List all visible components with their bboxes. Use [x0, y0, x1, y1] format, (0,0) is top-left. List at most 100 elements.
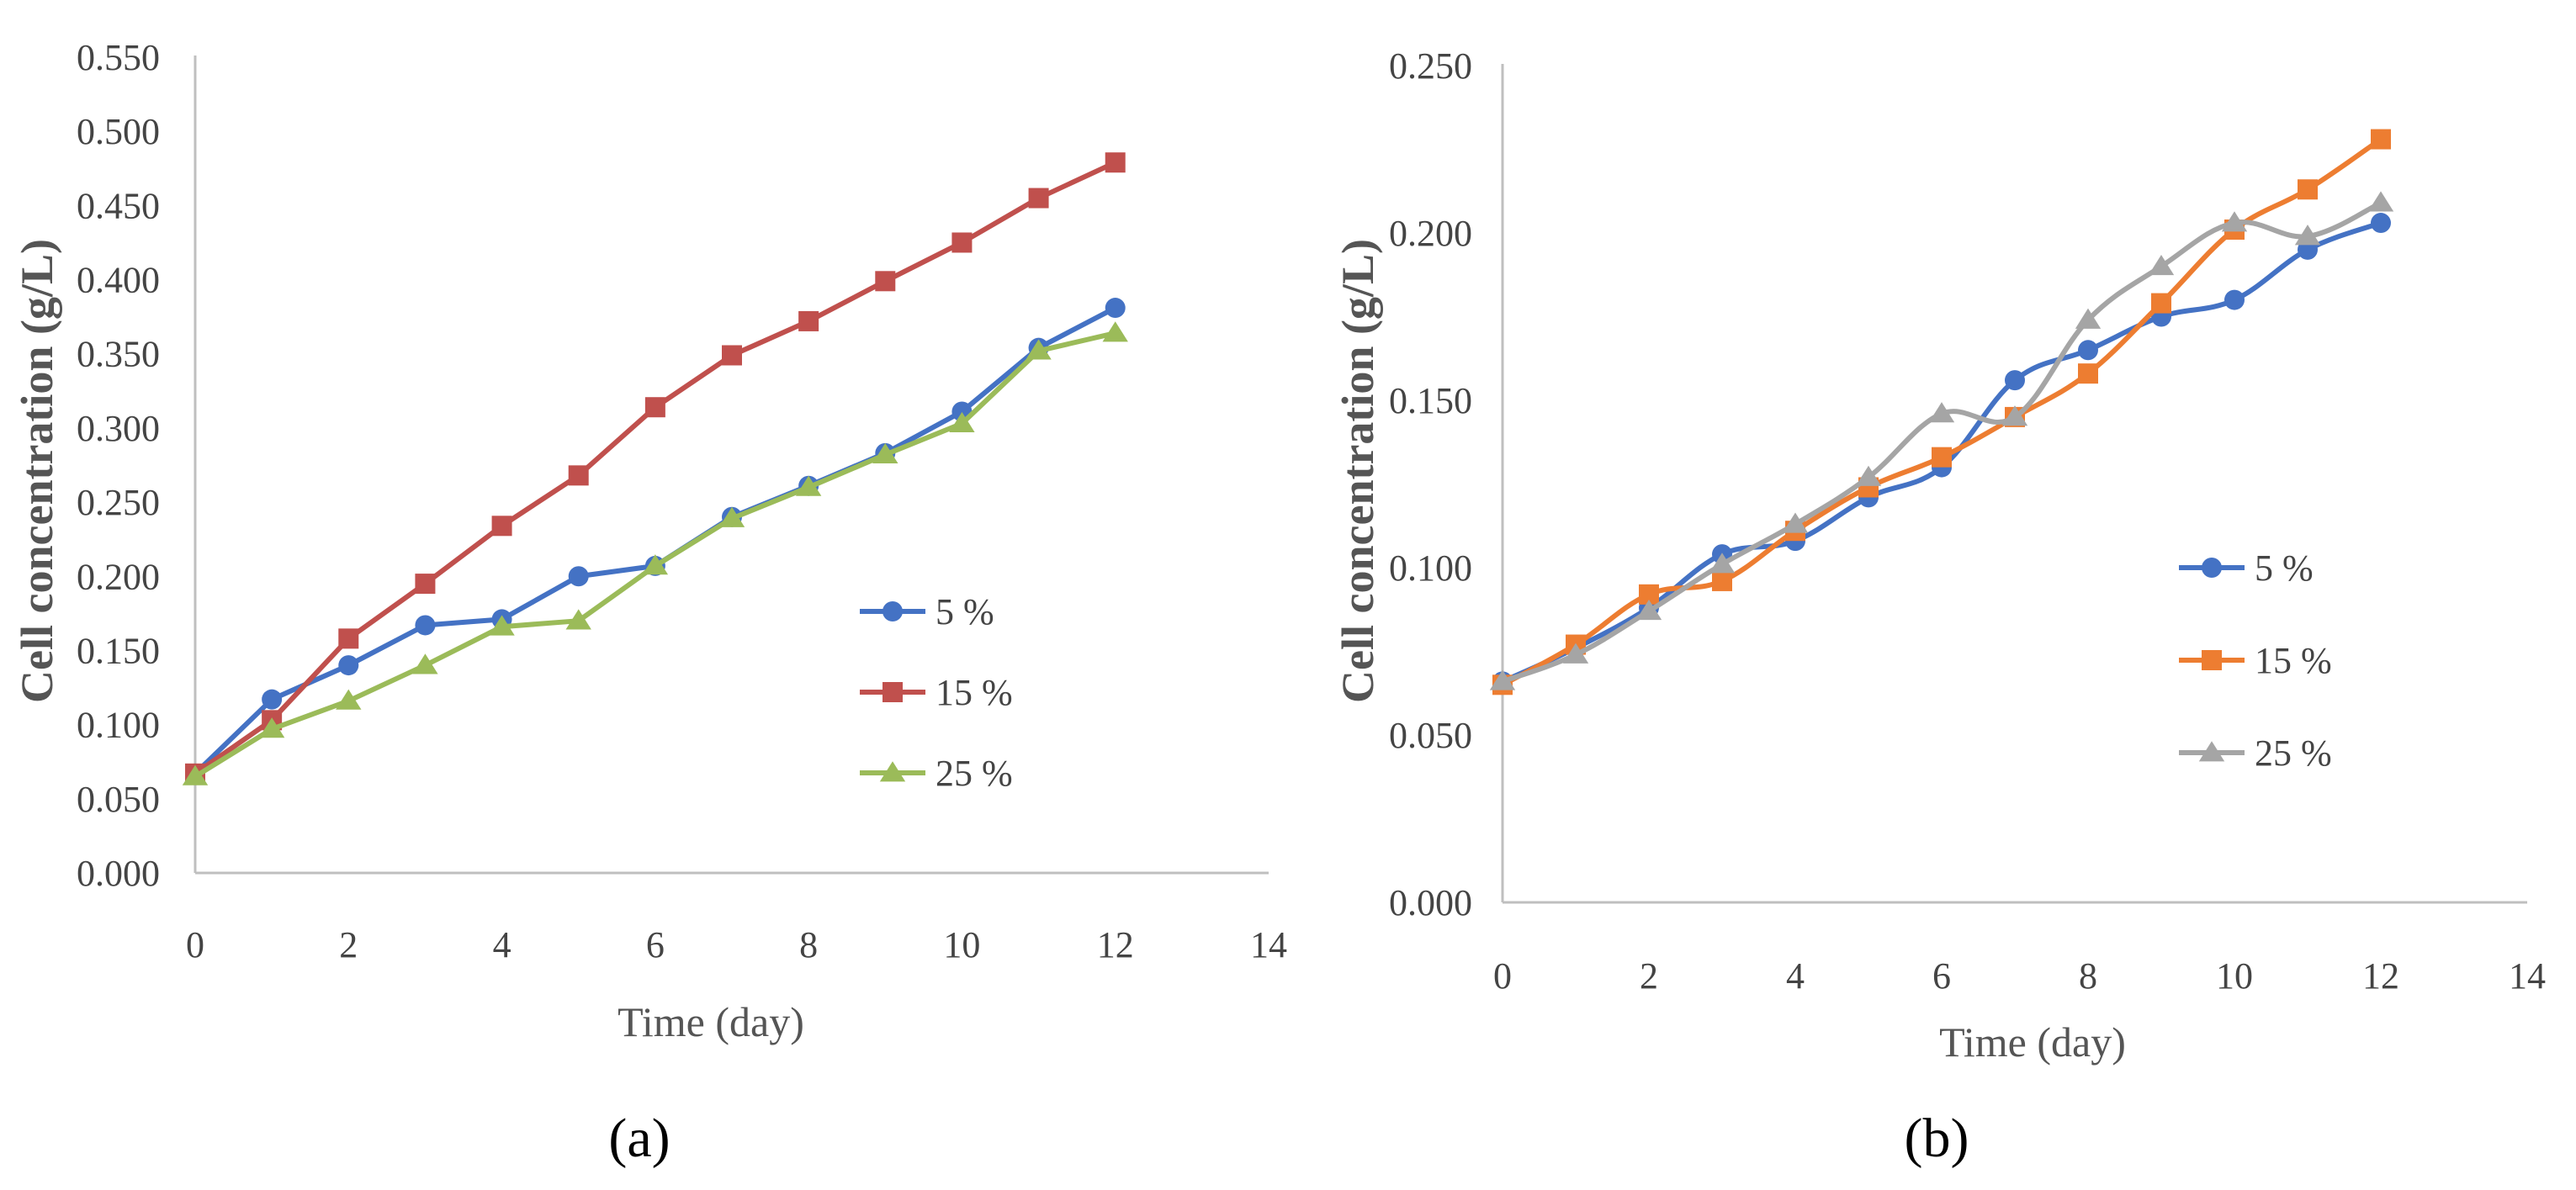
- chart-b-x-axis-title: Time (day): [1939, 1018, 2126, 1066]
- chart-b-data-point: [1562, 643, 1589, 664]
- chart-b-data-point: [2221, 211, 2248, 232]
- chart-a-legend-item: 15 %: [860, 672, 1013, 713]
- chart-a-y-tick-label: 0.400: [77, 260, 160, 301]
- chart-a-data-point: [1102, 321, 1128, 342]
- chart-a-x-tick-label: 12: [1097, 924, 1134, 965]
- chart-a-x-tick-label: 2: [339, 924, 358, 965]
- chart-a-y-tick-label: 0.000: [77, 853, 160, 894]
- chart-b-data-point: [2298, 179, 2318, 200]
- chart-b-legend-marker: [2202, 558, 2222, 578]
- chart-b-x-tick-label: 14: [2509, 955, 2546, 997]
- chart-b-x-tick-label: 2: [1640, 955, 1658, 997]
- chart-b-data-point: [2078, 363, 2098, 384]
- chart-a: Cell concentration (g/L) Time (day) (a) …: [12, 37, 1287, 1169]
- chart-a-data-point: [491, 516, 512, 537]
- chart-a-data-point: [949, 411, 975, 432]
- chart-a-data-point: [644, 397, 665, 418]
- chart-a-y-axis-title: Cell concentration (g/L): [12, 239, 62, 703]
- chart-b-data-point: [1635, 599, 1662, 621]
- chart-b-data-point: [2078, 340, 2098, 361]
- chart-b-y-tick-label: 0.050: [1389, 715, 1472, 756]
- chart-a-data-point: [415, 574, 436, 595]
- chart-b-data-point: [2148, 255, 2175, 276]
- chart-a-series-2: [182, 321, 1128, 785]
- chart-b-data-point: [2075, 308, 2102, 329]
- chart-a-x-tick-label: 14: [1250, 924, 1287, 965]
- chart-a-data-point: [718, 506, 745, 527]
- chart-b-y-tick-label: 0.150: [1389, 380, 1472, 421]
- chart-b-panel-label: (b): [1905, 1108, 1969, 1169]
- chart-a-data-point: [795, 475, 822, 496]
- chart-a-data-point: [1105, 152, 1126, 173]
- chart-b-y-tick-label: 0.250: [1389, 45, 1472, 87]
- chart-a-legend-label: 25 %: [936, 753, 1013, 794]
- chart-a-data-point: [1105, 298, 1126, 319]
- chart-a-data-point: [412, 653, 438, 674]
- chart-a-data-point: [336, 689, 362, 710]
- chart-b-data-point: [2005, 370, 2025, 391]
- chart-b-x-tick-label: 10: [2216, 955, 2253, 997]
- chart-a-legend-marker: [879, 761, 906, 782]
- chart-a-legend-label: 5 %: [936, 591, 994, 632]
- chart-a-data-point: [722, 345, 742, 366]
- chart-a-data-point: [872, 442, 898, 464]
- chart-a-data-point: [798, 310, 819, 331]
- chart-a-y-tick-label: 0.250: [77, 482, 160, 523]
- chart-b-data-point: [2371, 213, 2391, 234]
- chart-a-panel-label: (a): [608, 1108, 670, 1169]
- chart-b-data-point: [1855, 465, 1882, 486]
- chart-b-legend-item: 15 %: [2179, 640, 2332, 681]
- chart-a-data-point: [951, 232, 973, 253]
- chart-a-x-tick-label: 8: [799, 924, 818, 965]
- chart-b: Cell concentration (g/L) Time (day) (b) …: [1333, 45, 2546, 1169]
- chart-b-legend-label: 5 %: [2255, 547, 2314, 589]
- chart-b-series-2: [1489, 191, 2394, 690]
- chart-a-y-tick-label: 0.550: [77, 37, 160, 78]
- chart-b-series-line: [1501, 200, 2383, 685]
- chart-b-data-point: [1782, 512, 1809, 533]
- chart-b-data-point: [2371, 129, 2391, 150]
- chart-a-data-point: [182, 764, 209, 785]
- chart-b-x-tick-label: 4: [1786, 955, 1805, 997]
- chart-a-legend-marker: [883, 682, 903, 702]
- chart-a-y-tick-label: 0.050: [77, 779, 160, 820]
- chart-a-data-point: [1026, 339, 1052, 360]
- chart-a-data-point: [642, 554, 669, 575]
- chart-b-legend-label: 15 %: [2255, 640, 2332, 681]
- chart-b-legend-label: 25 %: [2255, 733, 2332, 774]
- chart-a-x-tick-label: 10: [943, 924, 980, 965]
- chart-b-y-tick-label: 0.000: [1389, 882, 1472, 923]
- chart-a-y-tick-label: 0.100: [77, 705, 160, 746]
- chart-b-data-point: [2294, 225, 2321, 246]
- chart-a-data-point: [262, 689, 283, 710]
- chart-a-x-tick-label: 0: [186, 924, 204, 965]
- chart-b-data-point: [2367, 191, 2394, 212]
- chart-b-legend-item: 5 %: [2179, 547, 2314, 589]
- chart-b-x-tick-label: 6: [1932, 955, 1951, 997]
- chart-b-y-tick-label: 0.200: [1389, 213, 1472, 254]
- chart-b-y-tick-label: 0.100: [1389, 547, 1472, 589]
- chart-b-legend-marker: [2202, 650, 2222, 670]
- chart-a-data-point: [258, 717, 285, 738]
- chart-b-y-axis-title: Cell concentration (g/L): [1333, 239, 1383, 703]
- chart-b-legend-item: 25 %: [2179, 733, 2332, 774]
- chart-a-legend-item: 25 %: [860, 753, 1013, 794]
- chart-b-data-point: [1489, 669, 1516, 690]
- chart-a-data-point: [875, 271, 896, 292]
- chart-a-data-point: [415, 615, 436, 636]
- chart-a-legend-marker: [883, 601, 903, 621]
- chart-b-data-point: [2224, 289, 2245, 310]
- chart-a-y-tick-label: 0.450: [77, 185, 160, 226]
- chart-a-data-point: [568, 465, 589, 486]
- chart-a-y-tick-label: 0.500: [77, 111, 160, 152]
- chart-a-x-tick-label: 6: [646, 924, 665, 965]
- chart-a-y-tick-label: 0.150: [77, 630, 160, 671]
- chart-a-y-tick-label: 0.200: [77, 556, 160, 597]
- chart-a-y-tick-label: 0.300: [77, 408, 160, 449]
- chart-b-x-tick-label: 8: [2079, 955, 2097, 997]
- chart-a-data-point: [565, 609, 591, 630]
- chart-b-x-tick-label: 12: [2362, 955, 2399, 997]
- chart-a-data-point: [338, 655, 359, 676]
- chart-a-x-tick-label: 4: [493, 924, 511, 965]
